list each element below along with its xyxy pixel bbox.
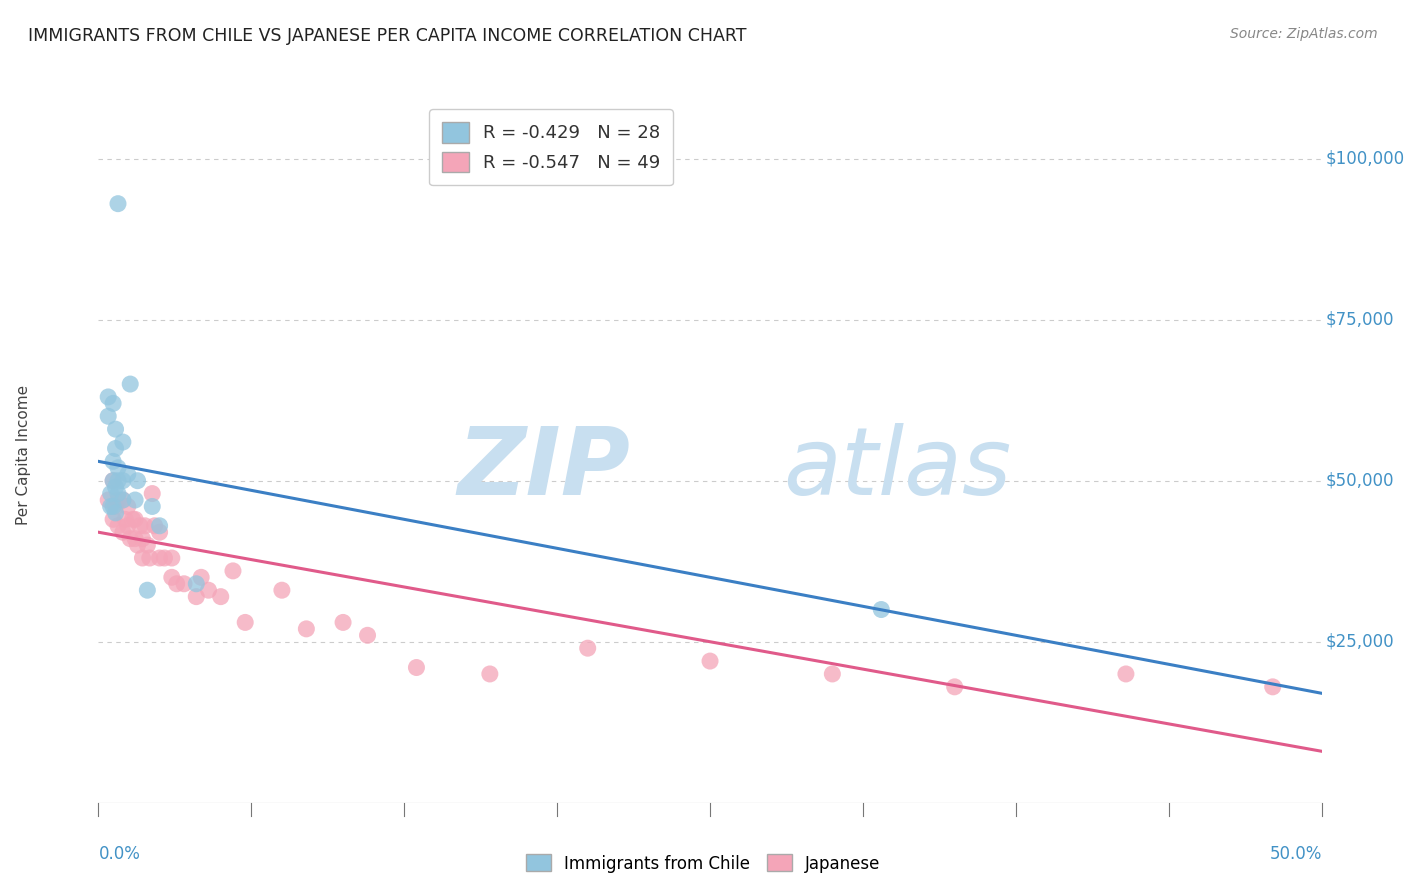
Point (209, 590, 232, 604)
Point (117, 500, 139, 514)
Point (101, 474, 124, 488)
Point (160, 570, 183, 584)
Point (127, 538, 149, 552)
Point (197, 583, 219, 598)
Point (127, 474, 149, 488)
Point (222, 564, 245, 578)
Point (124, 532, 146, 546)
Point (173, 576, 195, 591)
Point (104, 442, 127, 456)
Text: atlas: atlas (783, 424, 1012, 515)
Point (107, 460, 129, 475)
Point (186, 576, 208, 591)
Point (101, 396, 124, 410)
Point (131, 532, 153, 546)
Point (143, 518, 166, 533)
Point (1115, 667, 1137, 681)
Point (1261, 680, 1284, 694)
Text: IMMIGRANTS FROM CHILE VS JAPANESE PER CAPITA INCOME CORRELATION CHART: IMMIGRANTS FROM CHILE VS JAPANESE PER CA… (28, 27, 747, 45)
Point (97, 409, 120, 424)
Point (117, 467, 139, 482)
Point (97, 390, 120, 404)
Text: ZIP: ZIP (457, 423, 630, 515)
Point (405, 660, 427, 674)
Point (111, 493, 134, 508)
Point (160, 551, 183, 566)
Point (821, 667, 844, 681)
Point (114, 512, 136, 526)
Legend: Immigrants from Chile, Japanese: Immigrants from Chile, Japanese (519, 847, 887, 880)
Text: $75,000: $75,000 (1326, 310, 1393, 328)
Text: Source: ZipAtlas.com: Source: ZipAtlas.com (1230, 27, 1378, 41)
Point (870, 602, 893, 616)
Point (356, 628, 378, 642)
Point (129, 518, 152, 533)
Legend: R = -0.429   N = 28, R = -0.547   N = 49: R = -0.429 N = 28, R = -0.547 N = 49 (429, 109, 673, 186)
Point (111, 474, 134, 488)
Text: 0.0%: 0.0% (98, 845, 141, 863)
Point (107, 196, 129, 211)
Point (141, 500, 163, 514)
Point (101, 454, 124, 468)
Point (149, 525, 172, 540)
Point (107, 518, 129, 533)
Point (576, 641, 599, 656)
Point (149, 551, 172, 566)
Point (136, 583, 159, 598)
Point (124, 512, 146, 526)
Point (107, 474, 129, 488)
Point (104, 422, 127, 436)
Point (332, 615, 354, 630)
Point (166, 576, 188, 591)
Point (121, 512, 143, 526)
Point (107, 493, 129, 508)
Point (101, 512, 124, 526)
Point (186, 590, 208, 604)
Point (111, 525, 134, 540)
Point (120, 532, 142, 546)
Point (97, 493, 120, 508)
Point (101, 500, 124, 514)
Point (107, 486, 129, 500)
Text: $100,000: $100,000 (1326, 150, 1405, 168)
Point (100, 500, 122, 514)
Point (131, 551, 153, 566)
Point (101, 474, 124, 488)
Point (111, 435, 134, 450)
Point (117, 518, 139, 533)
Point (478, 667, 501, 681)
Point (104, 500, 127, 514)
Point (190, 570, 212, 584)
Point (270, 583, 294, 598)
Point (149, 518, 172, 533)
Point (233, 615, 256, 630)
Point (104, 480, 127, 494)
Point (100, 486, 122, 500)
Point (943, 680, 966, 694)
Text: 50.0%: 50.0% (1270, 845, 1322, 863)
Point (153, 551, 176, 566)
Point (111, 493, 134, 508)
Text: $50,000: $50,000 (1326, 472, 1393, 490)
Point (136, 538, 159, 552)
Point (104, 506, 127, 520)
Text: $25,000: $25,000 (1326, 632, 1393, 651)
Text: Per Capita Income: Per Capita Income (15, 384, 31, 525)
Point (699, 654, 721, 668)
Point (120, 377, 142, 392)
Point (141, 486, 163, 500)
Point (124, 493, 146, 508)
Point (139, 551, 162, 566)
Point (295, 622, 318, 636)
Point (134, 518, 156, 533)
